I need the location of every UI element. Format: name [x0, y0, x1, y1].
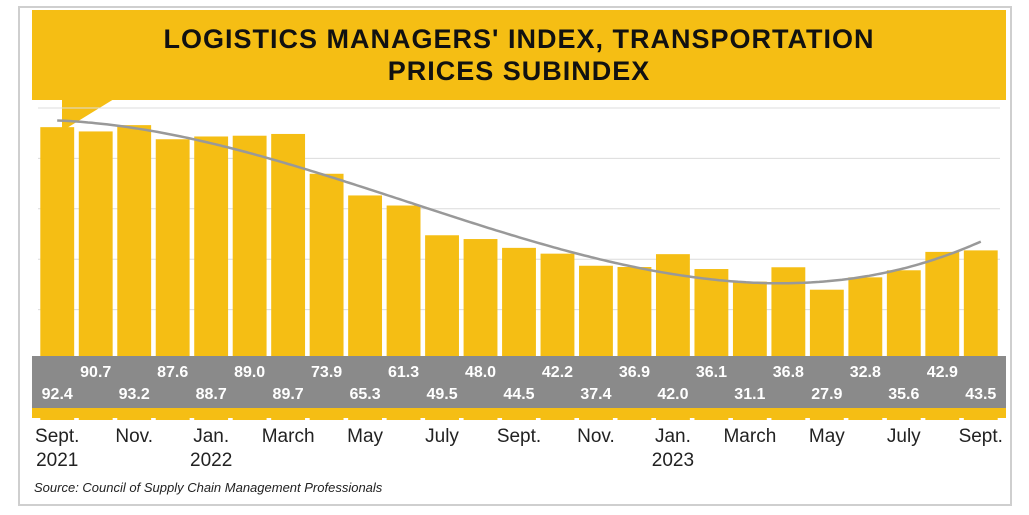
data-label: 42.2	[542, 364, 573, 381]
chart-title-line-1: LOGISTICS MANAGERS' INDEX, TRANSPORTATIO…	[163, 24, 875, 54]
data-label: 27.9	[811, 386, 842, 403]
x-tick-label: Sept.	[35, 426, 79, 447]
data-label: 89.0	[234, 364, 265, 381]
data-label: 31.1	[734, 386, 765, 403]
data-label: 48.0	[465, 364, 496, 381]
title-banner-pointer	[62, 99, 114, 131]
chart-source: Source: Council of Supply Chain Manageme…	[34, 480, 383, 495]
x-tick-label: Sept.	[959, 426, 1003, 447]
x-tick-label: May	[809, 426, 845, 447]
data-label: 93.2	[119, 386, 150, 403]
bar-base-strip	[32, 408, 1006, 418]
data-label: 36.8	[773, 364, 804, 381]
value-label-band	[32, 356, 1006, 408]
data-label: 36.1	[696, 364, 727, 381]
data-label: 36.9	[619, 364, 650, 381]
data-label: 35.6	[888, 386, 919, 403]
data-label: 65.3	[350, 386, 381, 403]
data-label: 88.7	[196, 386, 227, 403]
data-label: 43.5	[965, 386, 996, 403]
data-label: 37.4	[580, 386, 611, 403]
title-banner	[32, 10, 1006, 100]
data-label: 44.5	[503, 386, 534, 403]
x-tick-label: Sept.	[497, 426, 541, 447]
data-label: 89.7	[273, 386, 304, 403]
x-tick-label: Nov.	[115, 426, 153, 447]
x-tick-label-year: 2023	[652, 450, 694, 471]
data-label: 49.5	[426, 386, 457, 403]
x-tick-label: July	[887, 426, 921, 447]
x-tick-label-year: 2021	[36, 450, 78, 471]
trend-line	[57, 119, 982, 285]
x-tick-label: Nov.	[577, 426, 615, 447]
data-label: 92.4	[42, 386, 73, 403]
data-label: 61.3	[388, 364, 419, 381]
x-tick-label: March	[262, 426, 315, 447]
x-tick-label: Jan.	[655, 426, 691, 447]
chart-title-line-2: PRICES SUBINDEX	[387, 56, 651, 86]
x-tick-label: July	[425, 426, 459, 447]
x-tick-label: May	[347, 426, 383, 447]
data-label: 42.0	[657, 386, 688, 403]
x-tick-label: March	[723, 426, 776, 447]
data-label: 42.9	[927, 364, 958, 381]
x-tick-label: Jan.	[193, 426, 229, 447]
data-label: 73.9	[311, 364, 342, 381]
data-label: 90.7	[80, 364, 111, 381]
data-label: 32.8	[850, 364, 881, 381]
data-label: 87.6	[157, 364, 188, 381]
x-tick-label-year: 2022	[190, 450, 232, 471]
